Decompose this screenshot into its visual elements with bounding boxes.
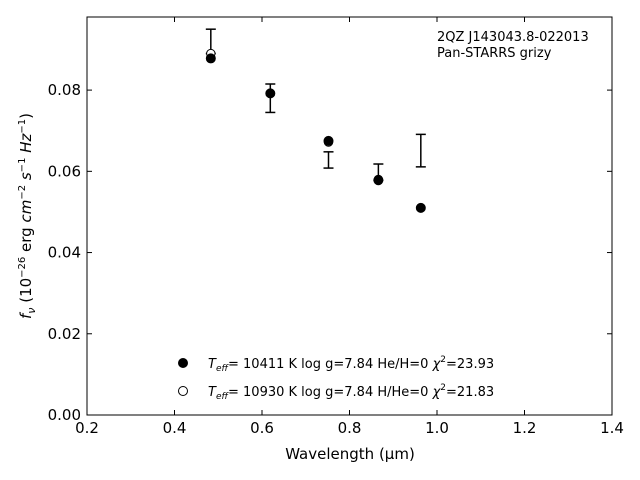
y-tick-label: 0.04 (48, 244, 81, 262)
legend-label-part: 2 (440, 383, 446, 393)
x-tick-label: 0.8 (338, 419, 362, 437)
legend-label-part: eff (216, 364, 230, 374)
legend-label-part: 2 (440, 355, 446, 365)
model-point-filled (265, 88, 276, 99)
legend-label-part: T (208, 357, 217, 372)
legend-label-part: T (208, 385, 217, 400)
model-point-filled (205, 53, 216, 64)
x-tick-label: 1.4 (600, 419, 624, 437)
legend-label-part: = 10411 K log g=7.84 He/H=0 (228, 357, 433, 372)
x-tick-label: 0.2 (75, 419, 99, 437)
y-tick-label: 0.02 (48, 325, 81, 343)
legend-label: Teff= 10930 K log g=7.84 H/He=0 χ2=21.83 (208, 383, 494, 402)
x-axis-label: Wavelength (μm) (285, 445, 415, 463)
model-point-filled (415, 202, 426, 213)
annotation-object-name: 2QZ J143043.8-022013 (437, 30, 589, 45)
legend-label-part: = 10930 K log g=7.84 H/He=0 (228, 385, 433, 400)
x-tick-label: 1.2 (513, 419, 537, 437)
y-tick-label: 0.00 (48, 406, 81, 424)
legend-label-part: χ (432, 385, 442, 400)
y-tick-label: 0.08 (48, 81, 81, 99)
legend-label-part: =23.93 (446, 357, 494, 372)
legend-label-part: eff (216, 392, 230, 402)
x-tick-label: 0.4 (163, 419, 187, 437)
error-bar (415, 133, 426, 168)
legend-marker-open (178, 386, 188, 396)
x-tick-label: 1.0 (425, 419, 449, 437)
y-tick-label: 0.06 (48, 162, 81, 180)
legend-label-part: χ (432, 357, 442, 372)
model-point-filled (323, 135, 334, 146)
legend-label: Teff= 10411 K log g=7.84 He/H=0 χ2=23.93 (208, 355, 494, 374)
y-axis-label: fν (10−26 erg cm−2 s−1 Hz−1) (17, 113, 38, 319)
model-point-filled (373, 175, 384, 186)
legend-label-part: =21.83 (446, 385, 494, 400)
plot-area: 0.2 0.4 0.6 0.8 1.0 1.2 1.4 0.00 0.02 0.04 0.06 0.0… (48, 16, 624, 437)
legend-marker-filled (178, 358, 188, 368)
annotation-survey-name: Pan-STARRS grizy (437, 46, 552, 61)
x-tick-label: 0.6 (250, 419, 274, 437)
error-bar (323, 151, 334, 169)
